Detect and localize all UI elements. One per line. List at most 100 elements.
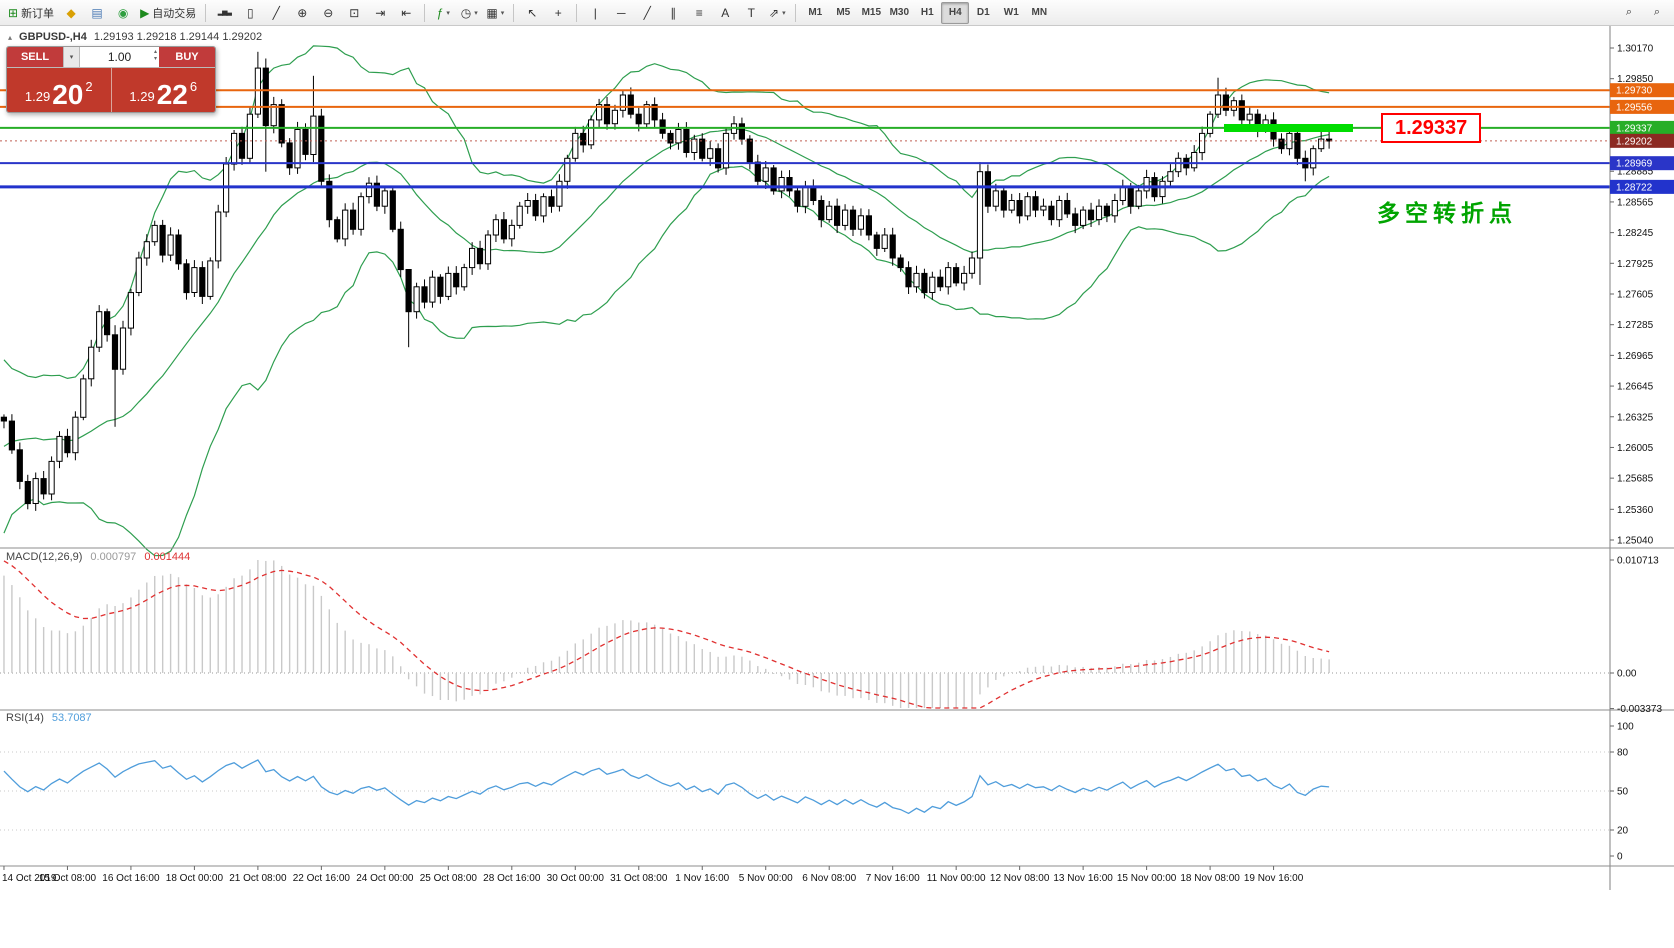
indicators-icon[interactable]: ƒ ▾ — [430, 2, 456, 24]
candlestick-icon[interactable]: ▯ — [237, 2, 263, 24]
timeframe-m5[interactable]: M5 — [836, 7, 851, 18]
caret-down-icon: ▾ — [500, 9, 505, 17]
time-axis-label: 16 Oct 16:00 — [102, 873, 160, 884]
quick-search-icon[interactable]: ⌕ — [1625, 6, 1633, 18]
label-icon[interactable]: T — [738, 2, 764, 24]
price-tag-value: 1.29337 — [1616, 123, 1653, 134]
macd-signal-value: 0.001444 — [144, 551, 191, 563]
timeframe-m30[interactable]: M30 — [889, 7, 910, 18]
charts-window-icon[interactable]: ◆ — [58, 2, 84, 24]
zoom-in-icon[interactable]: ⊕ — [289, 2, 315, 24]
highlight-trendline[interactable] — [1224, 124, 1353, 132]
chart-shift-icon: ⇤ — [401, 5, 412, 20]
timeframe-mn[interactable]: MN — [1031, 7, 1048, 18]
timeframe-m1[interactable]: M1 — [808, 7, 823, 18]
tile-windows-icon: ⊡ — [349, 5, 360, 20]
crosshair-icon[interactable]: + — [545, 2, 571, 24]
price-axis-label: 1.28885 — [1617, 167, 1654, 178]
label-icon: T — [747, 5, 755, 20]
rsi-line — [3, 759, 1330, 815]
toolbar-separator — [795, 3, 797, 22]
timeframe-h1[interactable]: H1 — [920, 7, 934, 18]
new-order-button[interactable]: ⊞ 新订单 — [4, 2, 58, 24]
time-axis-label: 6 Nov 08:00 — [802, 873, 856, 884]
sell-button[interactable]: 1.29 20 2 — [7, 68, 112, 112]
time-axis-label: 30 Oct 00:00 — [547, 873, 605, 884]
sell-label[interactable]: SELL — [7, 47, 63, 67]
macd-signal-line — [3, 560, 1330, 709]
templates-icon[interactable]: ▦ ▾ — [482, 2, 508, 24]
time-axis-label: 15 Oct 08:00 — [39, 873, 97, 884]
text-icon[interactable]: A — [712, 2, 738, 24]
time-axis-label: 11 Nov 00:00 — [927, 873, 986, 884]
current-price-tag — [1610, 133, 1674, 148]
macd-main-value: 0.000797 — [90, 551, 137, 563]
chart-shift-icon[interactable]: ⇤ — [393, 2, 419, 24]
rsi-name: RSI(14) — [6, 712, 44, 724]
timeframe-d1[interactable]: D1 — [976, 7, 990, 18]
auto-scroll-icon[interactable]: ⇥ — [367, 2, 393, 24]
price-axis[interactable] — [1610, 26, 1674, 890]
toolbar-separator — [424, 3, 426, 22]
buy-price-small: 1.29 — [129, 89, 155, 104]
shapes-icon[interactable]: ⇗ ▾ — [764, 2, 790, 24]
time-axis-label: 1 Nov 16:00 — [675, 873, 729, 884]
vertical-line-icon[interactable]: | — [582, 2, 608, 24]
buy-price-big: 22 — [156, 79, 188, 110]
timeframe-m15[interactable]: M15 — [861, 7, 882, 18]
price-callout-label[interactable]: 1.29337 — [1381, 113, 1482, 143]
price-tag-value: 1.29730 — [1616, 86, 1653, 97]
hline-price-tag — [1610, 156, 1674, 171]
rsi-axis-label: 80 — [1617, 748, 1629, 759]
line-chart-icon[interactable]: ╱ — [263, 2, 289, 24]
shapes-icon: ⇗ — [769, 5, 780, 20]
autotrading-button[interactable]: ▶ 自动交易 — [136, 2, 200, 24]
sell-price-big: 20 — [52, 79, 84, 110]
periods-icon[interactable]: ◷ ▾ — [456, 2, 482, 24]
autotrading-button: ▶ — [140, 5, 150, 20]
cursor-icon[interactable]: ↖ — [519, 2, 545, 24]
toolbar-separator — [513, 3, 515, 22]
tile-windows-icon[interactable]: ⊡ — [341, 2, 367, 24]
price-tag-value: 1.28722 — [1616, 182, 1653, 193]
caret-down-icon: ▾ — [474, 9, 478, 17]
ohlc-values: 1.29193 1.29218 1.29144 1.29202 — [93, 31, 263, 43]
price-axis-label: 1.26005 — [1617, 443, 1654, 454]
buy-button[interactable]: 1.29 22 6 — [111, 68, 215, 112]
time-axis-label: 25 Oct 08:00 — [420, 873, 478, 884]
zoom-out-icon[interactable]: ⊖ — [315, 2, 341, 24]
timeframe-w1[interactable]: W1 — [1003, 7, 1019, 18]
trendline-icon[interactable]: ╱ — [634, 2, 660, 24]
refresh-data-icon[interactable]: ◉ — [110, 2, 136, 24]
buy-label[interactable]: BUY — [159, 47, 215, 67]
rsi-axis-label: 0 — [1617, 852, 1623, 863]
turning-point-note[interactable]: 多空转折点 — [1377, 200, 1517, 226]
stepper-down-icon[interactable]: ▾ — [153, 56, 157, 62]
collapse-arrow-icon: ▴ — [8, 32, 13, 42]
stepper-up-icon[interactable]: ▴ — [153, 49, 157, 55]
periods-icon: ◷ — [460, 5, 472, 20]
channel-icon: ∥ — [670, 5, 677, 20]
fibonacci-icon[interactable]: ≡ — [686, 2, 712, 24]
volume-input[interactable]: 1.00 ▴ ▾ — [80, 47, 159, 67]
vertical-line-icon: | — [593, 5, 597, 20]
volume-stepper[interactable]: ▴ ▾ — [154, 49, 157, 63]
caret-down-icon: ▾ — [69, 54, 74, 61]
ohlc-bars-icon[interactable]: ▂▅▃ — [211, 2, 237, 24]
price-axis-label: 1.25040 — [1617, 536, 1654, 547]
data-search-icon[interactable]: ⌕ — [1653, 6, 1661, 18]
main-toolbar: ⊞ 新订单 ◆ ▤ ◉ ▶ 自动交易 ▂▅▃ ▯ ╱ ⊕ ⊖ ⊡ ⇥ ⇤ ƒ ▾ ◷ ▾ ▦ ▾ ↖ + | ─ ╱ ∥ ≡ A T ⇗ ▾ M… — [0, 0, 1674, 26]
profile-icon[interactable]: ▤ — [84, 2, 110, 24]
volume-value: 1.00 — [107, 50, 132, 64]
refresh-data-icon: ◉ — [117, 5, 129, 20]
new-order-button-label: 新订单 — [21, 7, 55, 20]
time-axis-label: 28 Oct 16:00 — [483, 873, 541, 884]
horizontal-line-icon[interactable]: ─ — [608, 2, 634, 24]
channel-icon[interactable]: ∥ — [660, 2, 686, 24]
macd-axis-label: 0.010713 — [1617, 556, 1659, 567]
hline-price-tag — [1610, 120, 1674, 135]
caret-down-icon: ▾ — [782, 9, 786, 17]
macd-axis-label: -0.003373 — [1617, 704, 1662, 715]
volume-preset-caret[interactable]: ▾ — [63, 47, 80, 67]
timeframe-h4[interactable]: H4 — [941, 1, 970, 24]
